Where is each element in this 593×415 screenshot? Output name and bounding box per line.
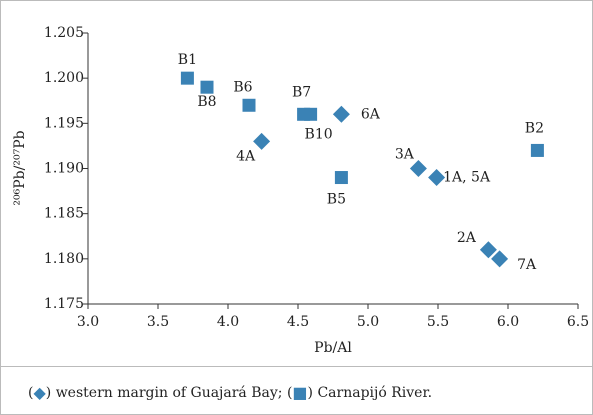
x-tick-label: 4.5 (287, 314, 309, 330)
diamond-marker (332, 105, 350, 123)
x-tick-label: 5.5 (427, 314, 449, 330)
diamond-marker (409, 160, 427, 177)
legend-text: ) (46, 385, 56, 401)
y-tick-label: 1.190 (44, 161, 84, 177)
y-tick-label: 1.195 (44, 115, 84, 131)
y-axis-label: ²⁰⁶Pb/²⁰⁷Pb (12, 130, 28, 205)
square-marker (304, 107, 318, 121)
square-marker (530, 143, 544, 157)
square-marker (334, 171, 348, 185)
y-tick-label: 1.205 (44, 25, 84, 41)
legend-text: ; ( (278, 385, 293, 401)
x-axis-label: Pb/Al (314, 340, 352, 356)
legend-entry: western margin of Guajará Bay (56, 385, 278, 401)
diamond-marker (428, 169, 446, 187)
x-tick-label: 5.0 (357, 314, 379, 330)
square-marker (180, 71, 194, 85)
x-tick-label: 6.5 (567, 314, 589, 330)
legend-text: ( (28, 385, 33, 401)
point-label: 7A (517, 257, 537, 273)
legend-entry: Carnapijó River (317, 385, 429, 401)
diamond-marker (491, 250, 509, 268)
point-label: B1 (178, 52, 197, 68)
point-label: B8 (197, 94, 216, 110)
y-tick-label: 1.175 (44, 296, 84, 312)
point-label: 4A (236, 148, 256, 164)
x-tick-label: 4.0 (217, 314, 239, 330)
y-tick-label: 1.180 (44, 251, 84, 267)
legend-text: ) (308, 385, 318, 401)
legend-marker: ◆ (33, 383, 46, 402)
point-label: B7 (292, 84, 311, 100)
point-label: 6A (361, 106, 381, 122)
point-label: B5 (327, 192, 346, 208)
point-label: 2A (457, 230, 477, 246)
point-label: B6 (233, 79, 252, 95)
x-tick-label: 3.0 (77, 314, 99, 330)
legend-text: . (428, 385, 432, 401)
diamond-marker (253, 132, 271, 150)
diamond-marker (479, 241, 497, 259)
point-label: 1A, 5A (443, 170, 491, 186)
square-marker (200, 80, 214, 94)
x-tick-label: 3.5 (147, 314, 169, 330)
y-tick-label: 1.185 (44, 206, 84, 222)
point-label: 3A (395, 147, 415, 163)
square-marker (242, 98, 256, 112)
legend-marker: ■ (292, 383, 307, 402)
point-label: B10 (305, 126, 333, 142)
x-tick-label: 6.0 (497, 314, 519, 330)
y-tick-label: 1.200 (44, 70, 84, 86)
point-label: B2 (525, 120, 544, 136)
legend: (◆) western margin of Guajará Bay; (■) C… (28, 383, 432, 402)
